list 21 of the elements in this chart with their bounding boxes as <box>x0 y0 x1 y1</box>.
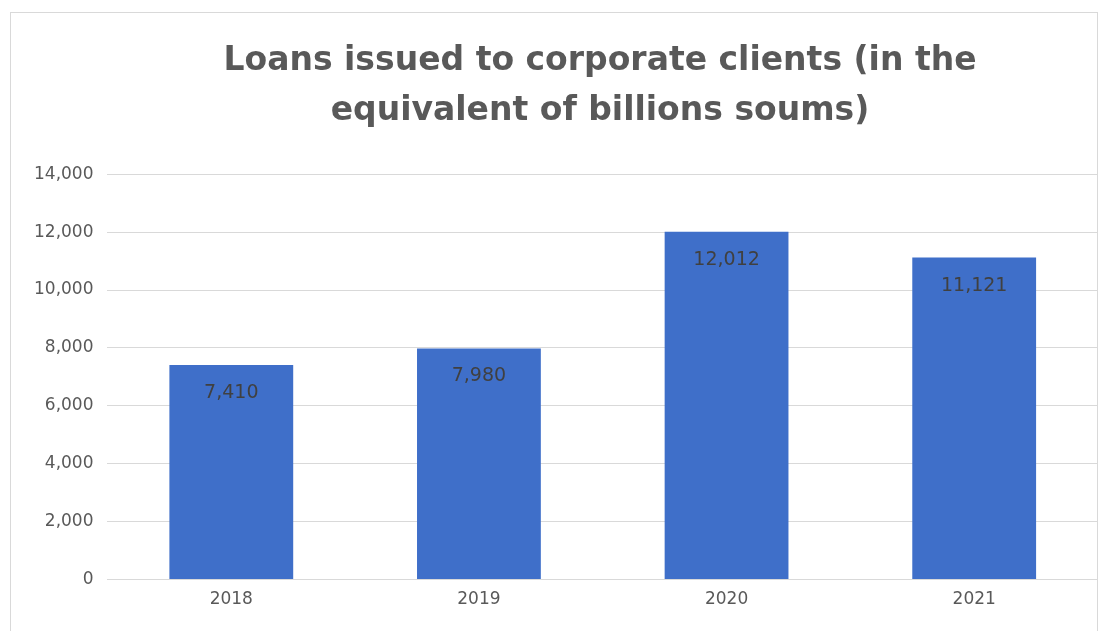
y-tick-label: 10,000 <box>34 278 94 299</box>
bar <box>664 231 789 580</box>
bar <box>912 257 1037 580</box>
y-tick-label: 6,000 <box>44 394 94 415</box>
y-tick-label: 4,000 <box>44 452 94 473</box>
data-label: 7,980 <box>451 363 507 386</box>
data-label: 12,012 <box>693 246 760 269</box>
bar <box>417 348 541 580</box>
bar <box>169 365 294 580</box>
data-label: 11,121 <box>940 272 1008 295</box>
x-tick-label: 2018 <box>209 588 253 609</box>
y-tick-label: 2,000 <box>44 510 94 531</box>
y-tick-label: 14,000 <box>34 162 94 183</box>
y-tick-label: 0 <box>82 568 94 589</box>
y-tick-label: 8,000 <box>44 336 94 357</box>
y-tick-label: 12,000 <box>34 220 94 241</box>
x-tick-label: 2019 <box>457 588 501 609</box>
x-tick-label: 2020 <box>704 588 749 609</box>
x-tick-label: 2021 <box>952 588 996 609</box>
data-label: 7,410 <box>204 379 259 402</box>
chart-title: Loans issued to corporate clients (in the equivalent of billions soums) <box>222 38 978 130</box>
